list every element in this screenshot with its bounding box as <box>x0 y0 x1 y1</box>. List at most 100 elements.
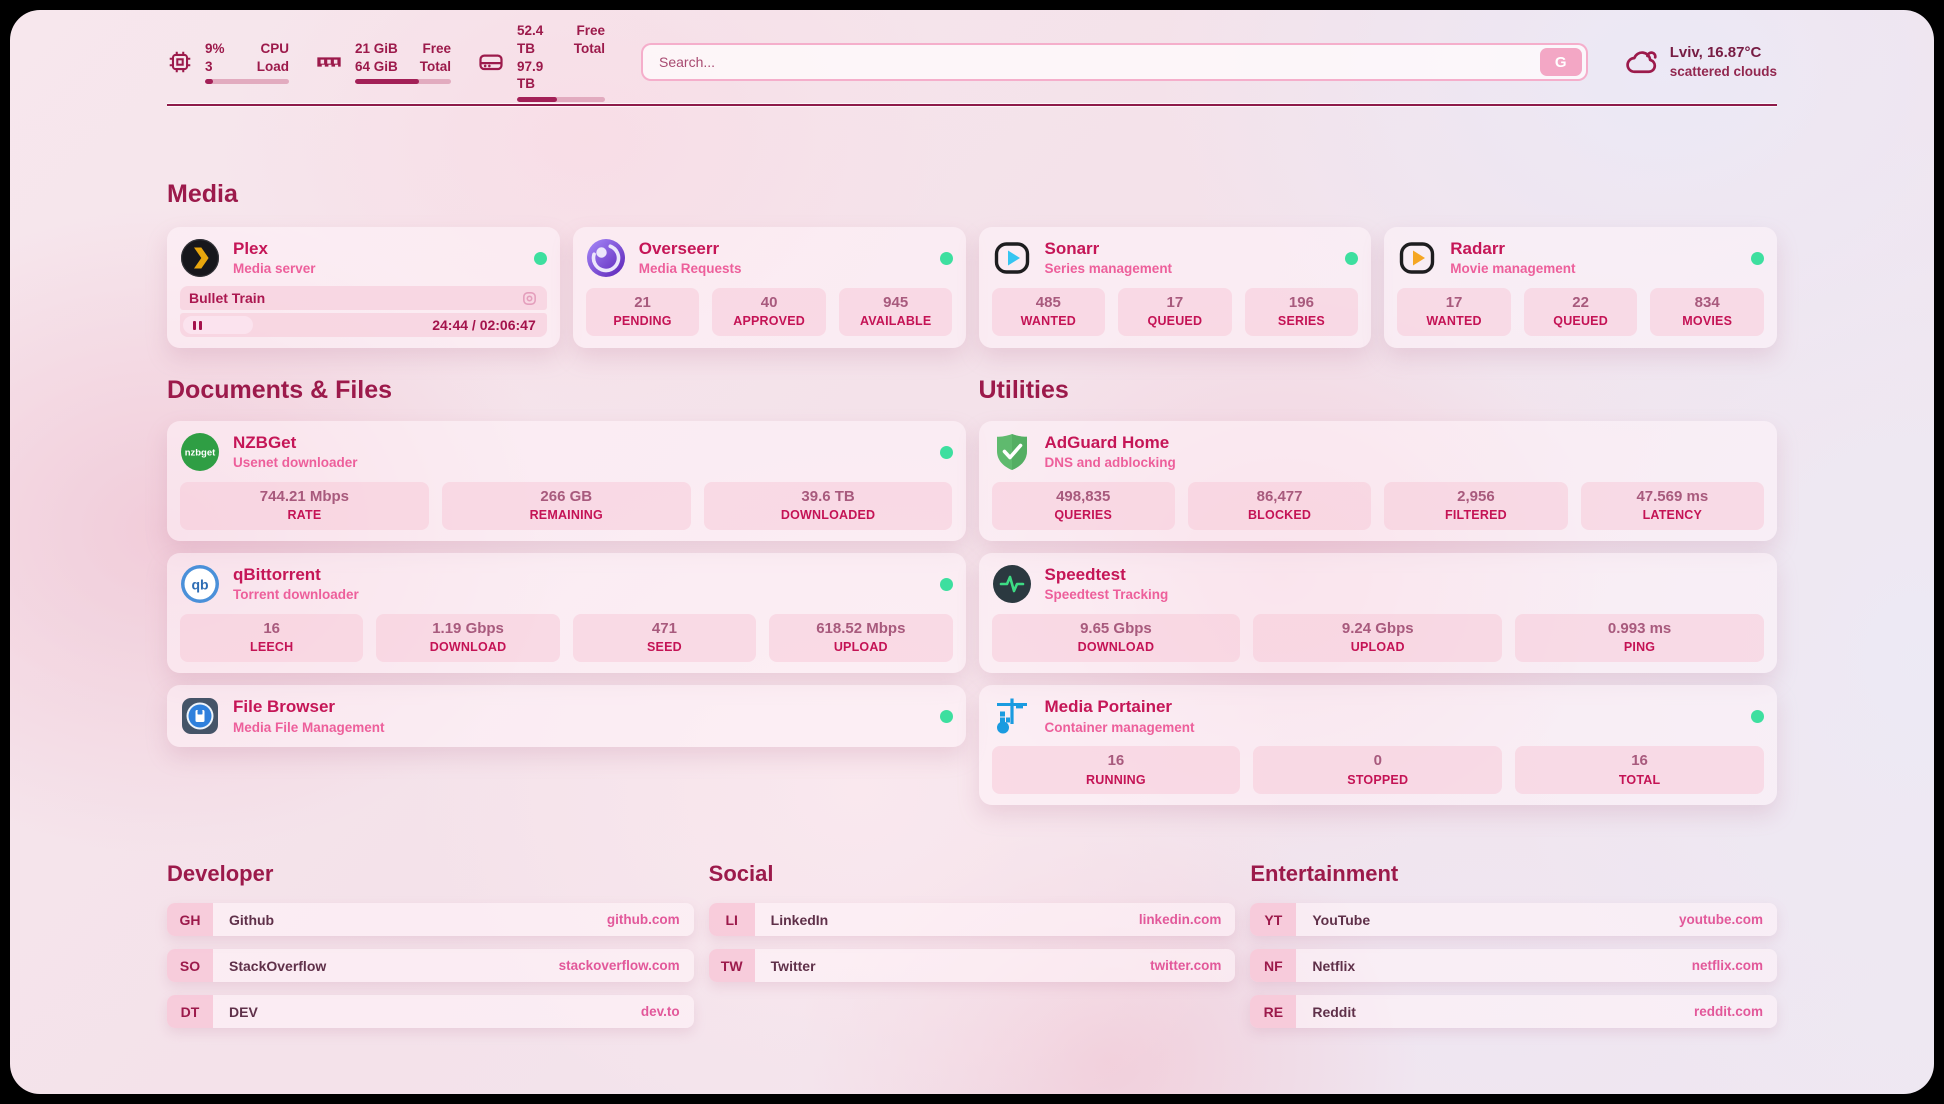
status-dot-online <box>533 251 547 265</box>
bookmark-stackoverflow[interactable]: SO StackOverflow stackoverflow.com <box>167 949 694 983</box>
ram-icon <box>315 48 343 76</box>
filebrowser-icon <box>180 696 220 736</box>
stat-tile: 21 PENDING <box>585 288 700 337</box>
bookmark-name: Reddit <box>1312 1003 1356 1020</box>
bookmark-twitter[interactable]: TW Twitter twitter.com <box>708 949 1236 983</box>
status-dot-online <box>1751 251 1764 265</box>
stat-label: STOPPED <box>1347 772 1409 787</box>
stat-label: UPLOAD <box>1350 640 1405 655</box>
stat-label: QUEUED <box>1147 314 1203 329</box>
qbittorrent-icon: qb <box>180 564 220 604</box>
card-title: Plex <box>233 239 268 259</box>
stat-value: 266 GB <box>540 488 593 505</box>
card-title: Radarr <box>1450 239 1506 259</box>
stat-label: QUERIES <box>1054 508 1113 523</box>
stat-value: 21 <box>634 294 651 311</box>
stat-value: 471 <box>651 620 677 638</box>
bookmark-abbr: SO <box>167 949 213 983</box>
stat-tile: 22 QUEUED <box>1523 288 1638 337</box>
adguard-card[interactable]: AdGuard Home DNS and adblocking 498,835 Q… <box>978 421 1777 542</box>
radarr-card[interactable]: Radarr Movie management 17 WANTED 22 QUEUE… <box>1384 227 1777 348</box>
cpu-progress-fill <box>205 79 213 85</box>
disk-total: 97.9 TB <box>517 58 544 92</box>
section-title-documents: Documents & Files <box>167 376 393 404</box>
stat-value: 618.52 Mbps <box>816 620 906 638</box>
stat-value: 16 <box>263 620 281 638</box>
nzbget-card[interactable]: nzbget NZBGet Usenet downloader 744.21 M… <box>167 421 966 542</box>
media-cards-row: Plex Media server Bullet Train 24:44 / 0 <box>167 227 1777 348</box>
qbittorrent-card[interactable]: qb qBittorrent Torrent downloader 16 LEEC… <box>167 553 966 674</box>
card-subtitle: Media server <box>233 261 316 277</box>
stat-tile: 16 RUNNING <box>991 746 1241 795</box>
search-engine-button[interactable]: G <box>1539 48 1582 76</box>
status-dot-online <box>939 709 953 723</box>
bookmark-url: dev.to <box>640 1004 680 1020</box>
search-input[interactable] <box>643 45 1586 79</box>
stat-value: 16 <box>1631 752 1648 770</box>
stat-tile: 0 STOPPED <box>1253 746 1503 795</box>
bookmark-url: reddit.com <box>1694 1004 1764 1020</box>
stat-label: MOVIES <box>1682 314 1733 329</box>
bookmark-youtube[interactable]: YT YouTube youtube.com <box>1250 903 1778 937</box>
stat-value: 945 <box>883 294 909 311</box>
section-title-developer: Developer <box>167 861 274 887</box>
developer-bookmarks: Developer GH Github github.com SO StackO… <box>167 861 694 1041</box>
adguard-icon <box>992 432 1032 472</box>
stat-tile: 744.21 Mbps RATE <box>180 482 429 531</box>
bookmark-linkedin[interactable]: LI LinkedIn linkedin.com <box>708 903 1236 937</box>
stat-value: 16 <box>1107 752 1125 770</box>
card-title: Speedtest <box>1044 565 1126 585</box>
stat-tile: 2,956 FILTERED <box>1384 482 1568 531</box>
stat-tile: 945 AVAILABLE <box>838 288 953 337</box>
stat-label: UPLOAD <box>833 640 888 655</box>
now-playing-row: Bullet Train <box>180 286 547 310</box>
bookmark-url: twitter.com <box>1150 958 1222 974</box>
stat-value: 834 <box>1694 294 1720 311</box>
memory-label-1: Free <box>422 40 451 56</box>
stat-value: 86,477 <box>1256 488 1303 505</box>
stat-value: 17 <box>1166 294 1184 311</box>
sonarr-card[interactable]: Sonarr Series management 485 WANTED 17 QUE… <box>978 227 1372 348</box>
playback-progress-fill <box>183 316 254 334</box>
bookmark-dev[interactable]: DT DEV dev.to <box>167 995 694 1029</box>
disk-label-2: Total <box>573 40 605 56</box>
card-title: AdGuard Home <box>1044 433 1170 453</box>
radarr-icon <box>1397 238 1437 278</box>
nzbget-icon: nzbget <box>180 432 220 472</box>
entertainment-bookmarks: Entertainment YT YouTube youtube.com NF … <box>1250 861 1778 1041</box>
bookmark-reddit[interactable]: RE Reddit reddit.com <box>1250 995 1778 1029</box>
stat-tile: 9.24 Gbps UPLOAD <box>1253 614 1503 663</box>
section-title-media: Media <box>167 180 238 208</box>
bookmark-netflix[interactable]: NF Netflix netflix.com <box>1250 949 1778 983</box>
sonarr-icon <box>992 238 1032 278</box>
stat-value: 0.993 ms <box>1607 620 1672 638</box>
bookmark-abbr: YT <box>1250 903 1297 937</box>
stat-tile: 196 SERIES <box>1244 288 1359 337</box>
card-subtitle: Usenet downloader <box>233 455 358 471</box>
card-subtitle: Movie management <box>1450 261 1576 277</box>
overseerr-card[interactable]: Overseerr Media Requests 21 PENDING 40 APP… <box>572 227 966 348</box>
stat-value: 9.24 Gbps <box>1341 620 1414 638</box>
stat-value: 744.21 Mbps <box>259 488 350 505</box>
speedtest-card[interactable]: Speedtest Speedtest Tracking 9.65 Gbps DO… <box>978 553 1777 674</box>
bookmark-github[interactable]: GH Github github.com <box>167 903 694 937</box>
plex-card[interactable]: Plex Media server Bullet Train 24:44 / 0 <box>167 227 560 348</box>
memory-progress <box>355 79 451 85</box>
stat-tile: 86,477 BLOCKED <box>1187 482 1372 531</box>
now-playing-title: Bullet Train <box>189 290 266 306</box>
bookmark-abbr: NF <box>1250 949 1297 983</box>
filebrowser-card[interactable]: File Browser Media File Management <box>167 685 966 748</box>
card-title: Overseerr <box>638 239 720 259</box>
pause-icon[interactable] <box>193 320 202 330</box>
card-subtitle: Media Requests <box>638 261 742 277</box>
stat-label: DOWNLOAD <box>429 640 507 655</box>
portainer-card[interactable]: Media Portainer Container management 16 R… <box>978 685 1777 806</box>
status-dot-online <box>1751 709 1764 723</box>
bookmark-url: linkedin.com <box>1138 912 1222 928</box>
card-subtitle: Series management <box>1044 261 1173 277</box>
stat-value: 485 <box>1035 294 1061 311</box>
section-title-utilities: Utilities <box>978 376 1069 404</box>
stat-tile: 16 LEECH <box>180 614 364 663</box>
stat-label: SEED <box>647 640 682 655</box>
stat-tile: 1.19 Gbps DOWNLOAD <box>376 614 560 663</box>
